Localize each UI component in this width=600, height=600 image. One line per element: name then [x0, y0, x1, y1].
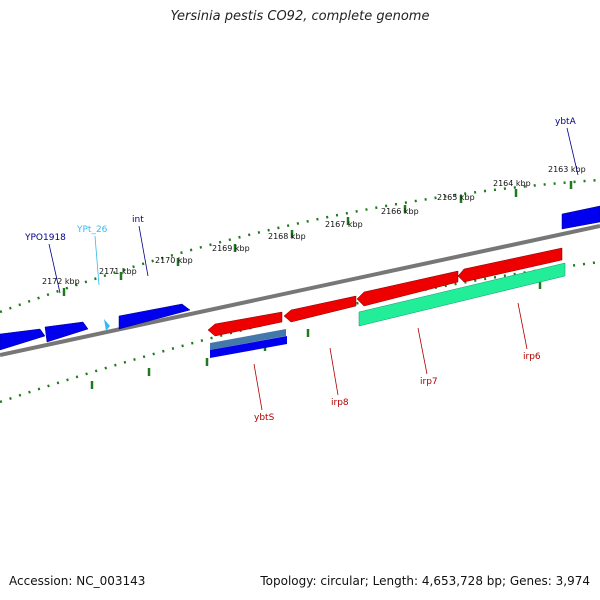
tick-label: 2164 kbp [493, 179, 531, 188]
tick-label: 2168 kbp [268, 232, 306, 241]
reverse-strand-genes [207, 247, 563, 337]
tick-label: 2163 kbp [548, 165, 586, 174]
gene-label: irp7 [420, 377, 438, 387]
feature-bar-slate[interactable] [210, 329, 286, 350]
tick-label: 2165 kbp [437, 193, 475, 202]
feature-bar-green[interactable] [358, 262, 566, 327]
tick-label: 2171 kbp [99, 267, 137, 276]
gene-label: YPO1918 [24, 233, 66, 243]
tick-label: 2167 kbp [325, 220, 363, 229]
tick-label: 2172 kbp [42, 277, 80, 286]
gene-label: YPt_26 [76, 225, 108, 235]
scale-tick-labels: 2163 kbp 2164 kbp 2165 kbp 2166 kbp 2167… [42, 165, 586, 286]
gene-irp7[interactable] [356, 270, 459, 307]
trna-YPt_26[interactable] [104, 319, 110, 331]
gene-int[interactable] [118, 303, 191, 330]
tick-label: 2166 kbp [381, 207, 419, 216]
outer-major-ticks [62, 181, 573, 296]
tick-label: 2170 kbp [155, 256, 193, 265]
gene-irp8[interactable] [283, 295, 357, 323]
gene-label: irp8 [331, 398, 349, 408]
gene-irp6[interactable] [457, 247, 563, 283]
map-title: Yersinia pestis CO92, complete genome [170, 9, 430, 24]
gene-label: int [132, 215, 144, 225]
misc-features [210, 262, 566, 358]
gene-ybtA[interactable] [561, 205, 600, 230]
gene-label: ybtS [254, 413, 275, 423]
gene-labels: ybtA int YPt_26 YPO1918 ybtS irp8 irp7 i… [24, 117, 577, 423]
feature-bar-blue[interactable] [210, 336, 287, 358]
genome-summary-text: Topology: circular; Length: 4,653,728 bp… [260, 574, 590, 588]
tick-label: 2169 kbp [212, 244, 250, 253]
gene-left-edge[interactable] [0, 328, 46, 351]
accession-text: Accession: NC_003143 [9, 574, 146, 588]
gene-label: ybtA [555, 117, 577, 127]
gene-YPO1918[interactable] [44, 321, 89, 343]
genome-backbone [0, 224, 600, 357]
gene-label: irp6 [523, 352, 541, 362]
forward-strand-genes [0, 205, 600, 351]
label-connectors [48, 127, 579, 411]
gene-ybtS[interactable] [207, 311, 283, 337]
